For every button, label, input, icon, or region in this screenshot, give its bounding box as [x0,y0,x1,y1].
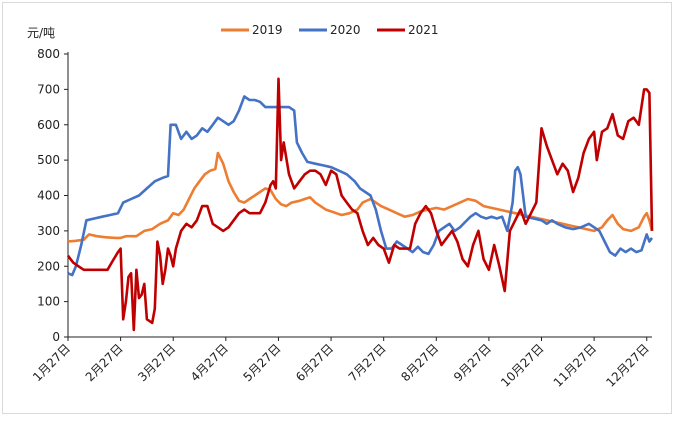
x-tick-label: 8月27日 [398,341,441,384]
x-tick-label: 10月27日 [498,341,546,389]
x-tick-label: 12月27日 [603,341,651,389]
x-tick-label: 9月27日 [451,341,494,384]
y-axis: 0 100 200 300 400 500 600 700 800 [37,47,69,344]
legend-label-2019: 2019 [252,23,283,37]
y-tick-label: 700 [37,82,60,96]
y-tick-label: 400 [37,189,60,203]
series-line-2021 [66,77,654,332]
x-tick-label: 3月27日 [135,341,178,384]
line-chart: 2019 2020 2021 元/吨 0 100 200 300 400 500 600 700 8… [27,23,654,390]
x-tick-label: 1月27日 [30,341,73,384]
series-line-2020 [67,95,654,277]
x-tick-label: 11月27日 [551,341,599,389]
series-line-2019 [67,151,654,243]
y-tick-label: 0 [52,330,60,344]
x-axis: 1月27日 2月27日 3月27日 4月27日 5月27日 6月27日 7月27日 8月27日… [30,336,652,390]
y-tick-label: 500 [37,153,60,167]
legend-label-2021: 2021 [408,23,439,37]
y-tick-label: 200 [37,259,60,273]
plot-area [66,77,654,332]
y-tick-label: 300 [37,224,60,238]
x-tick-label: 5月27日 [241,341,284,384]
legend: 2019 2020 2021 [221,23,439,37]
x-tick-label: 7月27日 [346,341,389,384]
x-tick-label: 6月27日 [293,341,336,384]
y-axis-unit: 元/吨 [27,26,55,40]
legend-label-2020: 2020 [330,23,361,37]
chart-frame: 2019 2020 2021 元/吨 0 100 200 300 400 500 600 700 8… [2,2,672,414]
y-tick-label: 800 [37,47,60,61]
x-tick-label: 4月27日 [188,341,231,384]
y-tick-label: 600 [37,118,60,132]
x-tick-label: 2月27日 [83,341,126,384]
y-tick-label: 100 [37,295,60,309]
